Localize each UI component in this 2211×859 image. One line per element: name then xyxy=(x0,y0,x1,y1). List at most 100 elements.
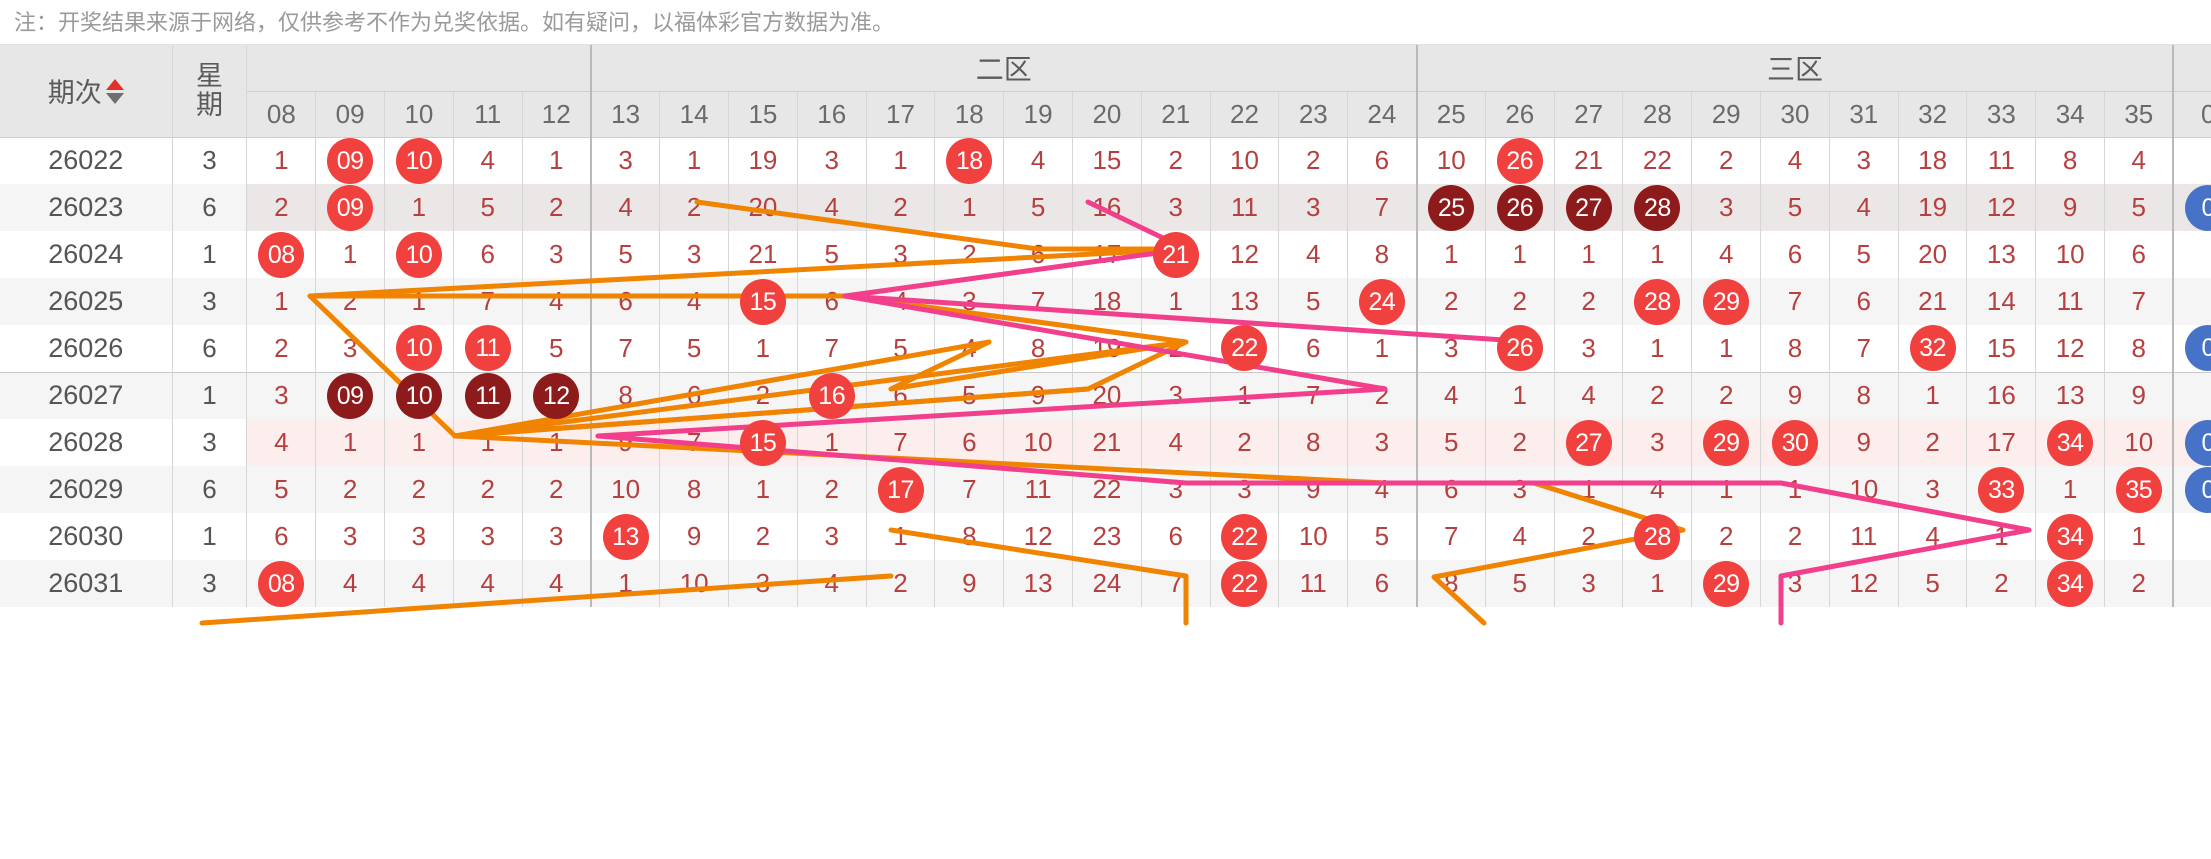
omission-count-cell: 15 xyxy=(1966,325,2037,372)
omission-count-cell: 6 xyxy=(797,278,867,325)
column-header-32[interactable]: 32 xyxy=(1898,91,1968,138)
table-row[interactable]: 26029 6 5 2 2 2 2 10 8 1 2 17 7 11 22 3 3 9 4 6 3 1 4 1 1 10 3 33 1 3… xyxy=(0,466,2211,513)
omission-count-cell: 2 xyxy=(728,513,798,560)
row-issue-number[interactable]: 26024 xyxy=(0,231,173,278)
column-header-26[interactable]: 26 xyxy=(1485,91,1555,138)
zone-header-1: 二区 xyxy=(589,45,1418,92)
table-row[interactable]: 26030 1 6 3 3 3 3 13 9 2 3 1 8 12 23 6 22 10 5 7 4 2 28 2 2 11 4 1 3… xyxy=(0,513,2211,560)
column-header-13[interactable]: 13 xyxy=(589,91,661,138)
row-issue-number[interactable]: 26027 xyxy=(0,371,173,419)
column-header-27[interactable]: 27 xyxy=(1554,91,1624,138)
column-header-17[interactable]: 17 xyxy=(866,91,936,138)
omission-count-cell: 5 xyxy=(1003,184,1073,231)
column-header-18[interactable]: 18 xyxy=(934,91,1005,138)
omission-count-cell: 8 xyxy=(1760,325,1830,372)
omission-count-cell: 21 xyxy=(728,231,798,278)
omission-count-cell: 1 xyxy=(1622,560,1693,607)
column-header-10[interactable]: 10 xyxy=(384,91,454,138)
omission-count-cell: 15 xyxy=(1072,137,1142,184)
column-header-09[interactable]: 09 xyxy=(315,91,386,138)
table-row[interactable]: 26025 3 1 2 1 7 4 6 4 15 6 4 3 7 18 1 13 5 24 2 2 2 28 29 7 6 21 14… xyxy=(0,278,2211,325)
hit-ball-cell: 21 xyxy=(1141,231,1211,278)
lottery-ball: 34 xyxy=(2047,560,2094,607)
row-issue-number[interactable]: 26025 xyxy=(0,278,173,325)
column-header-23[interactable]: 23 xyxy=(1278,91,1349,138)
hit-ball-cell: 32 xyxy=(1898,325,1968,372)
table-row[interactable]: 26022 3 1 09 10 4 1 3 1 19 3 1 18 4 15 2 10 2 6 10 26 21 22 2 4 3… xyxy=(0,137,2211,184)
column-header-30[interactable]: 30 xyxy=(1760,91,1830,138)
lottery-ball: 29 xyxy=(1703,278,1750,325)
omission-count-cell: 3 xyxy=(1691,184,1762,231)
lottery-ball: 13 xyxy=(602,513,649,560)
lottery-ball: 22 xyxy=(1221,560,1268,607)
omission-count-cell: 13 xyxy=(1966,231,2037,278)
row-issue-number[interactable]: 26022 xyxy=(0,137,173,184)
lottery-ball: 27 xyxy=(1565,419,1612,466)
row-issue-number[interactable]: 26026 xyxy=(0,325,173,372)
table-row[interactable]: 26024 1 08 1 10 6 3 5 3 21 5 3 2 6 17 21 12 4 8 1 1 1 1 4 6 5 20 13… xyxy=(0,231,2211,278)
column-header-22[interactable]: 22 xyxy=(1210,91,1280,138)
omission-count-cell: 4 xyxy=(659,278,730,325)
omission-count-cell: 5 xyxy=(1347,513,1418,560)
omission-count-cell: 5 xyxy=(797,231,867,278)
hit-ball-cell: 28 xyxy=(1622,184,1693,231)
hit-ball-cell: 0 xyxy=(2172,466,2211,513)
omission-count-cell: 6 xyxy=(1760,231,1830,278)
omission-count-cell: 1 xyxy=(246,137,317,184)
hit-ball-cell: 10 xyxy=(384,231,454,278)
lottery-ball: 32 xyxy=(1909,325,1956,372)
column-header-28[interactable]: 28 xyxy=(1622,91,1693,138)
hit-ball-cell: 34 xyxy=(2035,560,2106,607)
omission-count-cell: 20 xyxy=(1072,371,1142,419)
column-header-19[interactable]: 19 xyxy=(1003,91,1073,138)
column-header-14[interactable]: 14 xyxy=(659,91,730,138)
lottery-ball: 22 xyxy=(1221,325,1268,372)
column-header-11[interactable]: 11 xyxy=(453,91,523,138)
column-header-21[interactable]: 21 xyxy=(1141,91,1211,138)
trend-table-container[interactable]: 期次 星 期 二区 三区 08 09 10 11 12 13 14 15 16 17 18 19 20 21… xyxy=(0,45,2211,859)
omission-count-cell: 22 xyxy=(1072,466,1142,513)
column-header-0[interactable]: 0 xyxy=(2172,91,2211,138)
issue-column-header[interactable]: 期次 xyxy=(0,45,173,138)
row-issue-number[interactable]: 26030 xyxy=(0,513,173,560)
column-header-24[interactable]: 24 xyxy=(1347,91,1418,138)
column-header-33[interactable]: 33 xyxy=(1966,91,2037,138)
hit-ball-cell: 09 xyxy=(315,184,386,231)
omission-count-cell: 1 xyxy=(866,137,936,184)
omission-count-cell: 8 xyxy=(1415,560,1486,607)
omission-count-cell: 1 xyxy=(1141,278,1211,325)
column-header-16[interactable]: 16 xyxy=(797,91,867,138)
row-issue-number[interactable]: 26023 xyxy=(0,184,173,231)
sort-toggle-icon[interactable] xyxy=(105,79,124,105)
row-issue-number[interactable]: 26029 xyxy=(0,466,173,513)
column-header-35[interactable]: 35 xyxy=(2104,91,2174,138)
hit-ball-cell: 0 xyxy=(2172,419,2211,466)
table-row[interactable]: 26023 6 2 09 1 5 2 4 2 20 4 2 1 5 16 3 11 3 7 25 26 27 28 3 5 4 19… xyxy=(0,184,2211,231)
hit-ball-cell: 35 xyxy=(2104,466,2174,513)
row-weekday: 1 xyxy=(172,371,248,419)
lottery-ball: 28 xyxy=(1634,513,1681,560)
omission-count-cell: 2 xyxy=(2104,560,2174,607)
omission-count-cell: 7 xyxy=(1829,325,1899,372)
triangle-up-icon[interactable] xyxy=(105,79,124,91)
column-header-29[interactable]: 29 xyxy=(1691,91,1762,138)
column-header-15[interactable]: 15 xyxy=(728,91,798,138)
table-row[interactable]: 26028 3 4 1 1 1 1 9 7 15 1 7 6 10 21 4 2 8 3 5 2 27 3 29 30 9 2 17 3… xyxy=(0,419,2211,466)
row-issue-number[interactable]: 26028 xyxy=(0,419,173,466)
table-row[interactable]: 26031 3 08 4 4 4 4 1 10 3 4 2 9 13 24 7 22 11 6 8 5 3 1 29 3 12 5 2… xyxy=(0,560,2211,607)
column-header-31[interactable]: 31 xyxy=(1829,91,1899,138)
omission-count-cell: 5 xyxy=(659,325,730,372)
omission-count-cell: 7 xyxy=(1141,560,1211,607)
column-header-25[interactable]: 25 xyxy=(1415,91,1486,138)
column-header-34[interactable]: 34 xyxy=(2035,91,2106,138)
triangle-down-icon[interactable] xyxy=(105,93,124,105)
column-header-08[interactable]: 08 xyxy=(246,91,317,138)
omission-count-cell: 1 xyxy=(1210,371,1280,419)
omission-count-cell: 6 xyxy=(1141,513,1211,560)
column-header-20[interactable]: 20 xyxy=(1072,91,1142,138)
table-row[interactable]: 26027 1 3 09 10 11 12 8 6 2 16 6 5 9 20 3 1 7 2 4 1 4 2 2 9 8 1 16 1… xyxy=(0,371,2211,419)
table-body: 26022 3 1 09 10 4 1 3 1 19 3 1 18 4 15 2 10 2 6 10 26 21 22 2 4 3… xyxy=(0,137,2211,607)
column-header-12[interactable]: 12 xyxy=(522,91,592,138)
row-issue-number[interactable]: 26031 xyxy=(0,560,173,607)
table-row[interactable]: 26026 6 2 3 10 11 5 7 5 1 7 5 4 8 19 2 22 6 1 3 26 3 1 1 8 7 32 15 1… xyxy=(0,325,2211,372)
